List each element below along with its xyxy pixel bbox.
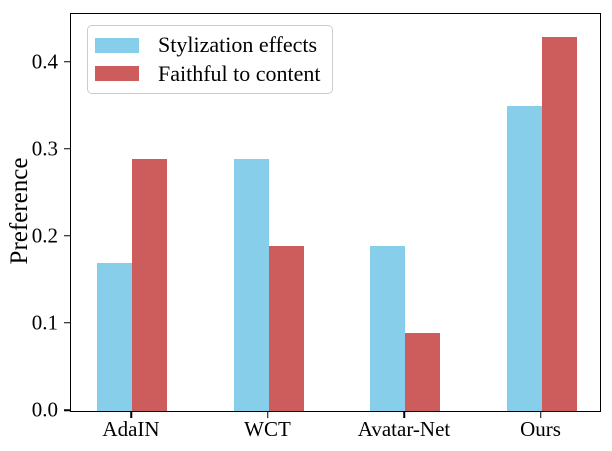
x-tick-label-avatar-net: Avatar-Net	[357, 417, 451, 441]
x-tick-label-ours: Ours	[520, 417, 561, 441]
y-tick-mark	[64, 148, 70, 150]
x-tick-mark	[539, 411, 542, 418]
y-tick-label: 0.1	[31, 310, 58, 335]
y-tick-label: 0.2	[31, 223, 58, 248]
bar-faithful-to-content-avatar-net	[405, 332, 440, 411]
bar-faithful-to-content-wct	[268, 245, 304, 411]
bar-stylization-effects-adain	[97, 263, 132, 411]
y-tick-mark	[64, 322, 70, 324]
y-tick-mark	[64, 409, 70, 411]
bar-stylization-effects-avatar-net	[370, 245, 405, 411]
x-tick-mark	[130, 411, 132, 418]
legend-item-stylization-effects: Stylization effects	[95, 31, 324, 59]
bar-faithful-to-content-ours	[541, 36, 577, 411]
bar-faithful-to-content-adain	[132, 158, 167, 411]
legend-swatch	[95, 37, 139, 53]
y-tick-label: 0.4	[31, 49, 58, 74]
legend-item-faithful-to-content: Faithful to content	[95, 60, 324, 88]
y-tick-mark	[64, 61, 70, 63]
bar-stylization-effects-ours	[506, 106, 542, 411]
x-tick-mark	[403, 411, 405, 418]
legend-label: Faithful to content	[158, 60, 321, 86]
legend-label: Stylization effects	[158, 32, 318, 58]
y-tick-mark	[64, 235, 70, 237]
x-tick-mark	[266, 411, 269, 418]
plot-area: Stylization effects Faithful to content	[70, 13, 601, 412]
y-axis-label: Preference	[6, 157, 33, 265]
legend: Stylization effects Faithful to content	[87, 25, 333, 94]
bar-stylization-effects-wct	[233, 158, 269, 411]
y-tick-label: 0.0	[31, 397, 58, 422]
y-tick-label: 0.3	[31, 136, 58, 161]
legend-swatch	[95, 66, 139, 82]
x-tick-label-adain: AdaIN	[102, 417, 160, 441]
x-tick-label-wct: WCT	[244, 417, 291, 441]
